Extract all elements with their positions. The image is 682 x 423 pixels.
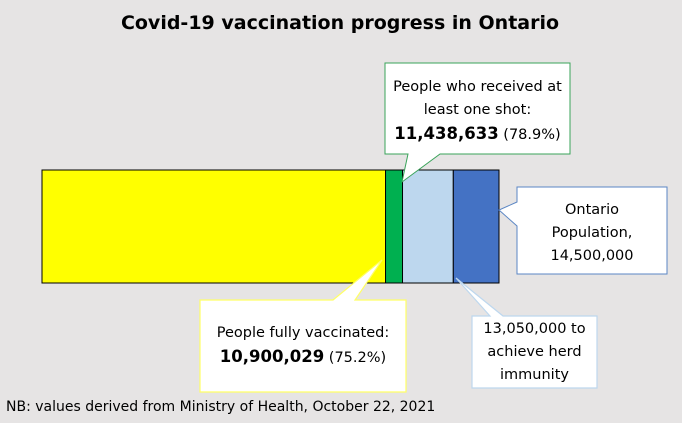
population-line1: Ontario <box>564 202 620 218</box>
population-callout-box <box>498 186 668 275</box>
herd-line3: immunity <box>500 367 569 383</box>
herd-immunity-callout-box <box>455 277 598 389</box>
one-shot-label-line1: People who received at <box>393 79 562 95</box>
fully-vaccinated-label: People fully vaccinated: <box>216 325 390 341</box>
footnote: NB: values derived from Ministry of Heal… <box>6 399 436 415</box>
one-shot-percent: (78.9%) <box>503 127 561 143</box>
chart-title: Covid-19 vaccination progress in Ontario <box>120 12 560 34</box>
population-callout: Ontario Population, 14,500,000 <box>517 199 667 268</box>
herd-line2: achieve herd <box>487 344 582 360</box>
herd-immunity-callout: 13,050,000 to achieve herd immunity <box>472 318 597 387</box>
fully-vaccinated-callout: People fully vaccinated: 10,900,029 (75.… <box>200 322 406 370</box>
fully-vaccinated-percent: (75.2%) <box>328 350 387 366</box>
fully-vaccinated-callout-box <box>199 259 407 393</box>
bar-segment-3 <box>402 169 454 284</box>
bar-segment-2 <box>385 169 404 284</box>
one-shot-number: 11,438,633 <box>394 124 499 143</box>
bar-segment-1 <box>41 169 387 284</box>
one-shot-label-line2: least one shot: <box>423 102 532 118</box>
fully-vaccinated-number: 10,900,029 <box>219 347 325 366</box>
herd-line1: 13,050,000 to <box>483 321 586 337</box>
bar-segment-4 <box>452 169 500 284</box>
one-shot-callout: People who received at least one shot: 1… <box>385 76 570 147</box>
population-line2: Population, <box>551 225 633 241</box>
one-shot-callout-box <box>384 62 571 184</box>
population-line3: 14,500,000 <box>550 248 634 264</box>
